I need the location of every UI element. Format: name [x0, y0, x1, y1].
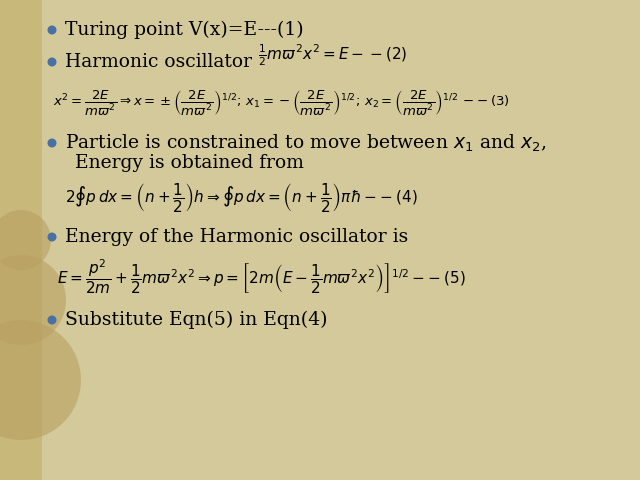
Text: $\frac{1}{2}m\varpi^{2}x^{2} = E--(2)$: $\frac{1}{2}m\varpi^{2}x^{2} = E--(2)$ — [258, 42, 407, 68]
Text: Harmonic oscillator: Harmonic oscillator — [65, 53, 264, 71]
Circle shape — [47, 58, 56, 67]
Text: $E=\dfrac{p^{2}}{2m}+\dfrac{1}{2}m\varpi^{2}x^{2}\Rightarrow p=\left[2m\left(E-\: $E=\dfrac{p^{2}}{2m}+\dfrac{1}{2}m\varpi… — [57, 258, 466, 296]
Text: Substitute Eqn(5) in Eqn(4): Substitute Eqn(5) in Eqn(4) — [65, 311, 328, 329]
Circle shape — [47, 232, 56, 241]
Circle shape — [47, 315, 56, 324]
Text: $2\oint p\,dx=\left(n+\dfrac{1}{2}\right)h\Rightarrow\oint p\,dx=\left(n+\dfrac{: $2\oint p\,dx=\left(n+\dfrac{1}{2}\right… — [65, 180, 418, 214]
Circle shape — [0, 320, 81, 440]
Circle shape — [47, 25, 56, 35]
Text: Energy is obtained from: Energy is obtained from — [75, 154, 304, 172]
Text: $x^{2}=\dfrac{2E}{m\varpi^{2}}\Rightarrow x=\pm\left(\dfrac{2E}{m\varpi^{2}}\rig: $x^{2}=\dfrac{2E}{m\varpi^{2}}\Rightarro… — [53, 87, 509, 117]
Circle shape — [47, 139, 56, 147]
Text: Particle is constrained to move between $x_{1}$ and $x_{2}$,: Particle is constrained to move between … — [65, 132, 547, 154]
Bar — [0, 0, 42, 480]
Text: Energy of the Harmonic oscillator is: Energy of the Harmonic oscillator is — [65, 228, 408, 246]
Text: Turing point V(x)=E---(1): Turing point V(x)=E---(1) — [65, 21, 303, 39]
Circle shape — [0, 210, 51, 270]
Circle shape — [0, 255, 66, 345]
